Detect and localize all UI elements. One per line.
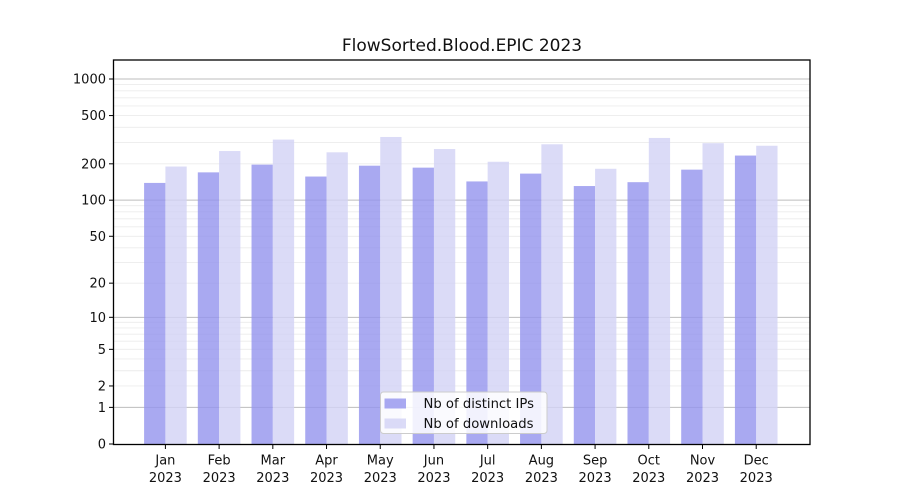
bar-ips-apr-2023 xyxy=(305,176,327,445)
x-tick-label-month: Nov xyxy=(690,454,716,469)
y-tick-label: 2 xyxy=(98,379,106,394)
x-tick-label-month: Sep xyxy=(583,454,608,469)
x-tick-label-month: Aug xyxy=(529,454,554,469)
bar-ips-may-2023 xyxy=(358,165,381,445)
bar-downloads-oct-2023 xyxy=(648,137,671,445)
bar-ips-dec-2023 xyxy=(734,155,757,445)
x-tick-label-month: Dec xyxy=(744,454,769,469)
x-tick-label-year: 2023 xyxy=(632,471,665,486)
y-tick-label: 20 xyxy=(89,277,106,292)
bar-downloads-feb-2023 xyxy=(219,151,241,445)
bar-downloads-sep-2023 xyxy=(595,168,617,445)
bar-ips-jul-2023 xyxy=(466,181,488,445)
legend-label-downloads: Nb of downloads xyxy=(424,417,534,432)
y-tick-label: 500 xyxy=(81,109,106,124)
y-tick-label: 5 xyxy=(98,343,106,358)
y-tick-label: 10 xyxy=(89,311,106,326)
x-tick-label-year: 2023 xyxy=(256,471,289,486)
y-tick-label: 0 xyxy=(98,438,106,453)
x-tick-label-year: 2023 xyxy=(686,471,719,486)
x-tick-label-month: Oct xyxy=(638,454,660,469)
x-tick-label-year: 2023 xyxy=(364,471,397,486)
x-tick-label-year: 2023 xyxy=(740,471,773,486)
bar-downloads-jan-2023 xyxy=(165,166,187,445)
bar-ips-sep-2023 xyxy=(573,186,596,445)
x-tick-label-year: 2023 xyxy=(310,471,343,486)
y-axis: 0 1 2 5 10 20 50 100 200 500 1000 xyxy=(73,73,114,453)
bar-downloads-apr-2023 xyxy=(326,152,348,445)
x-tick-label-month: Feb xyxy=(208,454,231,469)
x-tick-label-year: 2023 xyxy=(203,471,236,486)
plot-border xyxy=(112,59,811,446)
legend-label-distinct-ips: Nb of distinct IPs xyxy=(424,397,535,412)
x-tick-label-month: Jun xyxy=(423,454,444,469)
x-axis: Jan 2023 Feb 2023 Mar 2023 Apr 2023 May 2023 Jun 20… xyxy=(149,444,773,486)
bar-ips-mar-2023 xyxy=(251,164,273,445)
x-tick-label-month: Jul xyxy=(479,454,496,469)
y-tick-label: 50 xyxy=(89,230,106,245)
bar-downloads-may-2023 xyxy=(380,136,402,445)
legend-swatch-distinct-ips-icon xyxy=(384,398,406,409)
bar-downloads-jul-2023 xyxy=(487,161,509,445)
bar-ips-nov-2023 xyxy=(681,169,703,445)
bar-downloads-jun-2023 xyxy=(433,149,456,445)
x-tick-label-year: 2023 xyxy=(417,471,450,486)
chart-title: FlowSorted.Blood.EPIC 2023 xyxy=(342,36,582,56)
x-tick-label-year: 2023 xyxy=(525,471,558,486)
x-tick-label-month: Jan xyxy=(154,454,175,469)
x-tick-label-year: 2023 xyxy=(149,471,182,486)
y-tick-label: 200 xyxy=(81,157,106,172)
legend-box xyxy=(380,391,548,434)
bar-downloads-aug-2023 xyxy=(541,144,563,445)
x-tick-label-month: Mar xyxy=(261,454,286,469)
bar-downloads-dec-2023 xyxy=(756,145,778,445)
bar-ips-oct-2023 xyxy=(627,182,649,445)
bars xyxy=(144,136,778,445)
y-tick-label: 1000 xyxy=(73,73,106,88)
x-tick-label-year: 2023 xyxy=(471,471,504,486)
legend: Nb of distinct IPs Nb of downloads xyxy=(380,391,548,434)
legend-swatch-downloads-icon xyxy=(384,418,406,429)
bar-downloads-nov-2023 xyxy=(702,143,724,445)
bar-ips-jan-2023 xyxy=(144,182,166,445)
x-tick-label-month: Apr xyxy=(315,454,338,469)
bar-ips-aug-2023 xyxy=(520,173,542,445)
y-tick-label: 100 xyxy=(81,194,106,209)
y-tick-label: 1 xyxy=(98,401,106,416)
bar-ips-feb-2023 xyxy=(197,172,220,445)
bar-downloads-mar-2023 xyxy=(272,139,295,445)
x-tick-label-year: 2023 xyxy=(579,471,612,486)
bar-ips-jun-2023 xyxy=(412,167,434,445)
x-tick-label-month: May xyxy=(367,454,394,469)
